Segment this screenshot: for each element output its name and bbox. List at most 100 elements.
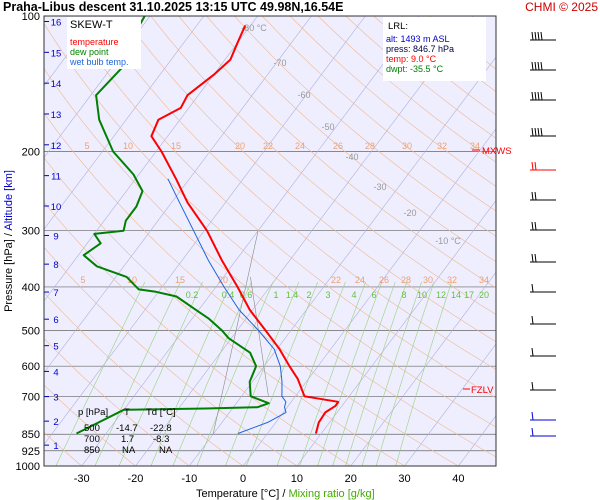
wind-barb xyxy=(530,31,556,41)
dry-adiabat-line xyxy=(44,68,496,458)
altitude-tick-label: 3 xyxy=(53,393,58,404)
mixing-ratio-label: 22 xyxy=(331,275,341,285)
mixing-ratio-label: 30 xyxy=(423,275,433,285)
pressure-tick-label: 400 xyxy=(22,282,40,294)
mixing-ratio-label: 5 xyxy=(80,275,85,285)
fzlv-label: FZLV xyxy=(471,385,494,396)
altitude-tick-label: 16 xyxy=(51,17,62,28)
mixing-ratio-label: 0.2 xyxy=(186,290,199,300)
mixing-ratio-label: 28 xyxy=(401,275,411,285)
summary-table: p [hPa] T Td [°C] 500 -14.7 -22.8 700 1.… xyxy=(78,407,176,456)
isotherm-line xyxy=(44,16,312,374)
wind-barb xyxy=(530,253,556,263)
pressure-tick-label: 100 xyxy=(22,11,40,23)
mixing-ratio-line xyxy=(395,281,452,466)
altitude-tick-label: 13 xyxy=(51,110,62,121)
dry-adiabat-line xyxy=(66,16,496,399)
mixing-ratio-line xyxy=(276,281,346,466)
temperature-tick-label: 40 xyxy=(452,473,464,485)
mixing-ratio-label: 26 xyxy=(379,275,389,285)
dry-adiabat-line xyxy=(44,292,244,466)
altitude-tick-label: 8 xyxy=(53,260,58,271)
lrl-info: LRL: alt: 1493 m ASL press: 846.7 hPa te… xyxy=(383,17,486,81)
isotherm-label: -20 xyxy=(403,208,416,218)
table-cell: NA xyxy=(159,445,173,456)
altitude-tick-label: 4 xyxy=(53,367,58,378)
isotherm-line xyxy=(296,200,496,466)
mixing-ratio-label: 12 xyxy=(436,290,446,300)
isotherm-label: -80 °C xyxy=(241,23,267,33)
isotherm-line xyxy=(350,271,496,466)
table-cell: 850 xyxy=(84,445,100,456)
reference-line xyxy=(212,230,259,435)
altitude-tick-label: 12 xyxy=(51,141,62,152)
dry-adiabat-line xyxy=(44,246,298,466)
mixing-ratio-label: 1 xyxy=(273,290,278,300)
wind-barb xyxy=(530,381,556,391)
dry-adiabat-line xyxy=(234,16,496,237)
legend: SKEW-T temperature dew point wet bulb te… xyxy=(67,17,141,69)
dry-adiabat-line xyxy=(122,16,496,343)
altitude-tick-label: 5 xyxy=(53,342,58,353)
mixing-ratio-label: 5 xyxy=(84,141,89,151)
pressure-tick-label: 300 xyxy=(22,226,40,238)
altitude-tick-label: 7 xyxy=(53,288,58,299)
wind-barb xyxy=(530,221,556,231)
dry-adiabat-line xyxy=(44,201,351,466)
isotherm-label: -70 xyxy=(273,58,286,68)
mixing-ratio-label: 32 xyxy=(437,141,447,151)
wet-bulb-temp-profile xyxy=(167,178,287,434)
mixing-ratio-line xyxy=(375,281,435,466)
dry-adiabat-line xyxy=(94,16,496,370)
mixing-ratio-label: 0.4 xyxy=(222,290,235,300)
mixing-ratio-label: 2 xyxy=(306,290,311,300)
pressure-tick-label: 1000 xyxy=(16,461,40,473)
mixing-ratio-label: 20 xyxy=(235,141,245,151)
wind-barb xyxy=(530,161,556,171)
wind-panel xyxy=(515,16,600,466)
pressure-tick-label: 700 xyxy=(22,391,40,403)
table-header-td: Td [°C] xyxy=(146,407,176,418)
mixing-ratio-line xyxy=(246,281,319,466)
altitude-tick-label: 2 xyxy=(53,417,58,428)
temperature-tick-label: 0 xyxy=(240,473,246,485)
temperature-tick-label: 10 xyxy=(291,473,303,485)
pressure-tick-label: 850 xyxy=(22,429,40,441)
isotherm-label: -40 xyxy=(345,152,358,162)
mixing-ratio-label: 32 xyxy=(447,275,457,285)
mixing-ratio-label: 15 xyxy=(175,275,185,285)
isotherm-line xyxy=(81,16,420,466)
mixing-ratio-line xyxy=(345,281,408,466)
dry-adiabat-line xyxy=(44,112,459,466)
isotherm-line xyxy=(44,16,258,302)
fzlv-marker: FZLV xyxy=(463,385,494,396)
isotherm-line xyxy=(458,415,496,466)
mixing-ratio-label: 26 xyxy=(333,141,343,151)
pressure-tick-label: 600 xyxy=(22,361,40,373)
dry-adiabat-line xyxy=(206,16,496,263)
dry-adiabat-line xyxy=(150,16,496,315)
mixing-ratio-line xyxy=(94,281,181,466)
mixing-ratio-label: 4 xyxy=(351,290,356,300)
table-header-t: T xyxy=(124,407,130,418)
wind-barb xyxy=(530,427,556,437)
dry-adiabat-line xyxy=(44,384,136,466)
mxws-label: MXWS xyxy=(482,146,512,157)
y-axis-label: Pressure [hPa] / Altitude [km] xyxy=(3,170,15,312)
mixing-ratio-line xyxy=(299,281,366,466)
mixing-ratio-label: 24 xyxy=(295,141,305,151)
dry-adiabat-line xyxy=(44,431,82,466)
wind-barb xyxy=(530,127,556,137)
isotherm-line xyxy=(44,16,205,230)
profiles xyxy=(76,16,340,435)
mixing-ratio-line xyxy=(150,281,232,466)
altitude-tick-label: 1 xyxy=(53,441,58,452)
isotherm-line xyxy=(135,16,474,466)
wind-barb xyxy=(530,283,556,293)
altitude-tick-label: 15 xyxy=(51,48,62,59)
pressure-tick-label: 925 xyxy=(22,446,40,458)
temperature-tick-label: -30 xyxy=(74,473,90,485)
mixing-ratio-label: 30 xyxy=(402,141,412,151)
